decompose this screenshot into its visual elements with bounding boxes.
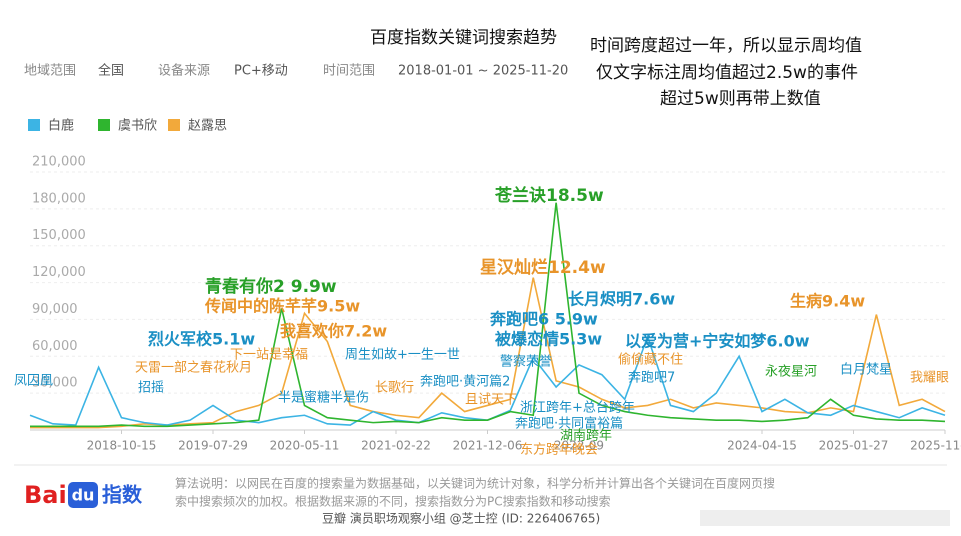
note: 仅文字标注周均值超过2.5w的事件 (596, 63, 858, 83)
x-tick-label: 2021-02-22 (361, 439, 431, 453)
annotation: 我耀眼 (910, 371, 949, 386)
legend-label: 虞书欣 (118, 119, 157, 134)
annotation: 苍兰诀18.5w (494, 185, 604, 206)
filter-value[interactable]: PC+移动 (234, 64, 288, 79)
annotation: 青春有你2 9.9w (205, 276, 337, 297)
logo-badge (68, 482, 98, 508)
x-tick-label: 2025-11-17 (910, 439, 961, 453)
footer-text: 算法说明：以网民在百度的搜索量为数据基础，以关键词为统计对象，科学分析并计算出各… (175, 476, 775, 491)
annotation: 传闻中的陈芊芊9.5w (204, 297, 360, 316)
annotation: 永夜星河 (765, 365, 817, 380)
note: 时间跨度超过一年，所以显示周均值 (590, 36, 862, 56)
filter-value[interactable]: 2018-01-01 ~ 2025-11-20 (398, 64, 568, 79)
annotation: 浙江跨年+总台跨年 (520, 401, 635, 416)
series-line (30, 277, 946, 429)
annotation: 生病9.4w (790, 292, 865, 311)
watermark: 豆瓣 演员职场观察小组 @芝士控 (ID: 226406765) (322, 511, 600, 526)
placeholder-bar (700, 510, 950, 526)
annotation: 星汉灿烂12.4w (480, 257, 606, 278)
footer-text: 索中搜索频次的加权。根据数据来源的不同，搜索指数分为PC搜索指数和移动搜索 (175, 494, 611, 509)
series-line (30, 202, 946, 428)
legend-label: 赵露思 (188, 119, 227, 134)
filter-value[interactable]: 全国 (98, 63, 124, 79)
annotation: 湖南跨年 (560, 428, 612, 444)
y-tick-label: 90,000 (32, 302, 78, 317)
annotation: 白月梵星 (840, 362, 892, 378)
annotation: 且试天下 (465, 393, 517, 408)
logo: 指数 (102, 483, 143, 507)
y-tick-label: 180,000 (32, 191, 86, 206)
annotation: 半是蜜糖半是伤 (278, 390, 369, 406)
x-tick-label: 2018-10-15 (87, 439, 157, 453)
y-tick-label: 30,000 (32, 376, 78, 391)
annotation: 被爆恋情5.3w (495, 330, 602, 349)
x-tick-label: 2020-05-11 (270, 439, 340, 453)
filter-label: 时间范围 (323, 64, 375, 79)
annotation: 东方跨年晚会 (520, 442, 598, 458)
filter-label: 地域范围 (24, 64, 76, 79)
logo: du (72, 486, 95, 505)
y-tick-label: 210,000 (32, 155, 86, 170)
annotation: 招摇 (138, 381, 164, 396)
annotation: 奔跑吧·共同富裕篇 (515, 416, 623, 432)
annotation: 奔跑吧·黄河篇2 (420, 375, 510, 390)
annotation: 烈火军校5.1w (148, 330, 255, 349)
annotation: 偷偷藏不住 (618, 353, 683, 368)
logo: Bai (24, 481, 67, 509)
chart-title: 百度指数关键词搜索趋势 (370, 28, 557, 48)
annotation: 长月烬明7.6w (568, 290, 675, 309)
filter-label: 设备来源 (158, 63, 210, 79)
annotation: 奔跑吧7 (628, 371, 675, 386)
annotation: 以爱为营+宁安如梦6.0w (625, 332, 810, 351)
annotation: 奔跑吧6 5.9w (489, 310, 598, 329)
y-tick-label: 120,000 (32, 265, 86, 280)
x-tick-label: 2024-04-15 (727, 439, 797, 453)
x-tick-label: 2019-07-29 (178, 439, 248, 453)
x-tick-label: 2025-01-27 (819, 439, 889, 453)
legend-swatch (28, 119, 40, 131)
annotation: 我喜欢你7.2w (280, 322, 387, 341)
x-tick-label: 2022-09 (554, 439, 604, 453)
y-tick-label: 150,000 (32, 228, 86, 243)
annotation: 下一站是幸福 (230, 348, 308, 363)
annotation: 长歌行 (375, 381, 414, 396)
legend-swatch (98, 119, 110, 131)
annotation: 周生如故+一生一世 (345, 347, 460, 363)
annotation: 警察荣誉 (500, 354, 552, 370)
annotation: 凤囚凰 (14, 374, 53, 389)
note: 超过5w则再带上数值 (660, 89, 821, 109)
legend-label: 白鹿 (48, 118, 74, 134)
annotation: 天雷一部之春花秋月 (135, 360, 252, 376)
legend-swatch (168, 119, 180, 131)
x-tick-label: 2021-12-06 (453, 439, 523, 453)
y-tick-label: 60,000 (32, 339, 78, 354)
